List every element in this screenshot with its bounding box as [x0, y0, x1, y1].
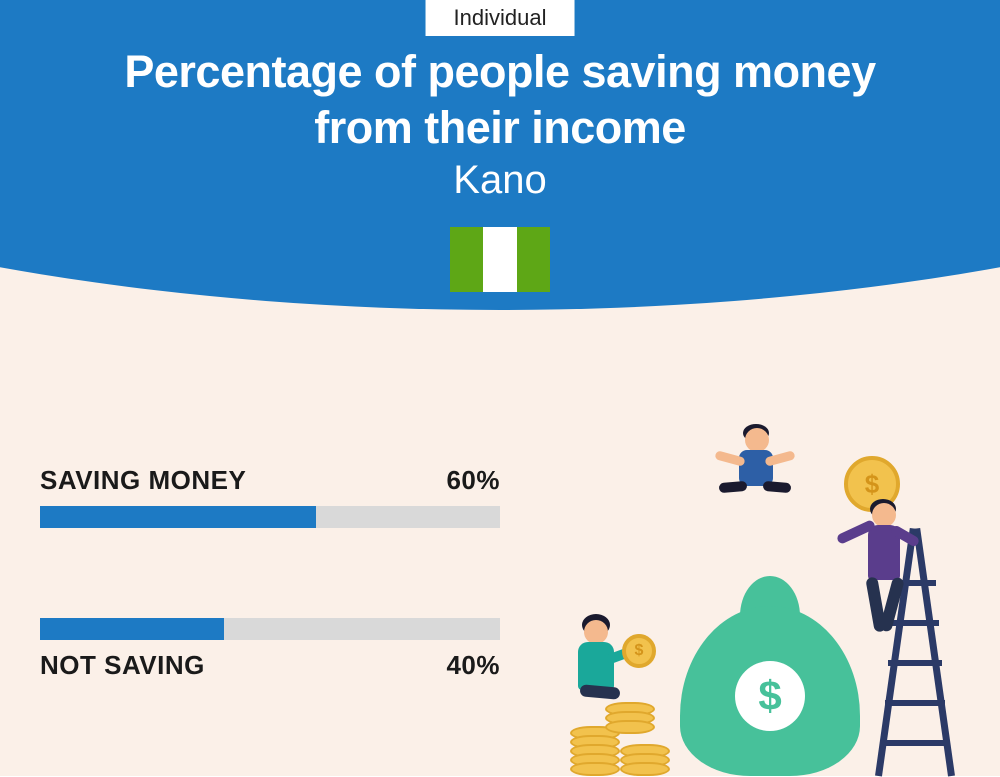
category-tag: Individual [426, 0, 575, 36]
title-line-1: Percentage of people saving money [124, 46, 875, 97]
savings-illustration: $ $ [550, 446, 970, 776]
bar-label: NOT SAVING [40, 650, 205, 681]
infographic-canvas: Individual Percentage of people saving m… [0, 0, 1000, 776]
person-sitting-icon: $ [560, 616, 640, 726]
dollar-sign-icon: $ [735, 661, 805, 731]
money-bag-icon: $ [680, 566, 860, 776]
bar-header: SAVING MONEY 60% [40, 465, 500, 496]
bar-chart: SAVING MONEY 60% NOT SAVING 40% [40, 465, 500, 709]
flag-stripe-right [517, 227, 550, 292]
bar-track [40, 506, 500, 528]
bar-fill [40, 506, 316, 528]
bar-value: 60% [446, 465, 500, 496]
flag-stripe-mid [483, 227, 516, 292]
bar-header: NOT SAVING 40% [40, 650, 500, 681]
person-ladder-icon [860, 501, 930, 651]
bar-fill [40, 618, 224, 640]
coin-icon: $ [622, 634, 656, 668]
bar-label: SAVING MONEY [40, 465, 246, 496]
bar-row-notsaving: NOT SAVING 40% [40, 618, 500, 681]
coin-stack-icon [620, 749, 670, 776]
flag-stripe-left [450, 227, 483, 292]
main-title: Percentage of people saving money from t… [0, 44, 1000, 157]
nigeria-flag-icon [450, 227, 550, 292]
bar-row-saving: SAVING MONEY 60% [40, 465, 500, 528]
person-top-icon [725, 426, 795, 516]
subtitle-location: Kano [0, 158, 1000, 203]
title-line-2: from their income [314, 102, 686, 153]
bar-track [40, 618, 500, 640]
coin-stack-icon [570, 731, 620, 776]
bar-value: 40% [446, 650, 500, 681]
